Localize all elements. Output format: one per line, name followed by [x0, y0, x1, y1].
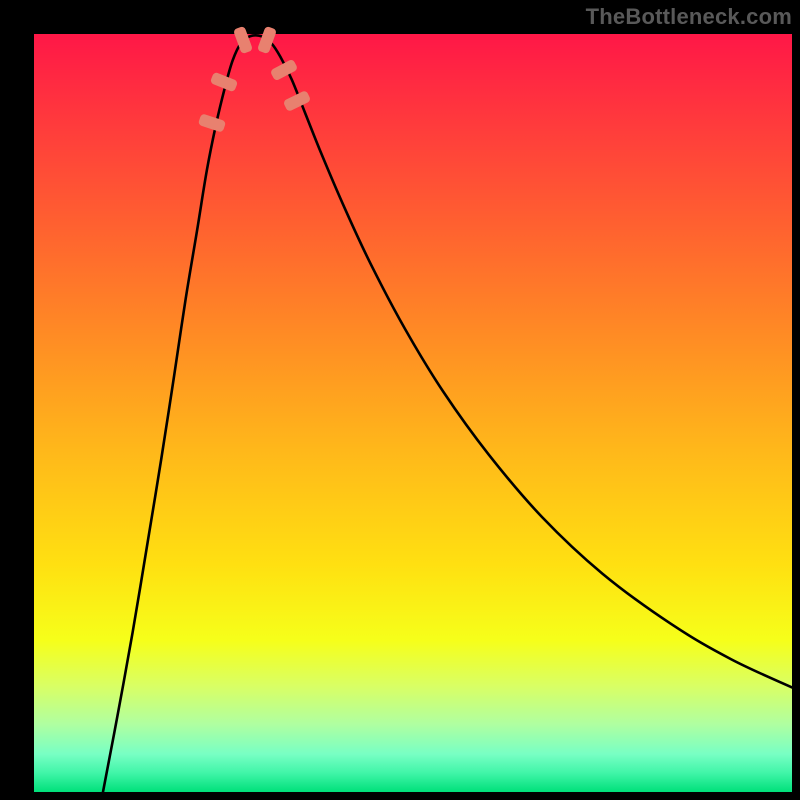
plot-area — [34, 34, 792, 792]
curve-path — [103, 35, 792, 792]
watermark-text: TheBottleneck.com — [586, 4, 792, 30]
bottleneck-curve — [34, 34, 792, 792]
